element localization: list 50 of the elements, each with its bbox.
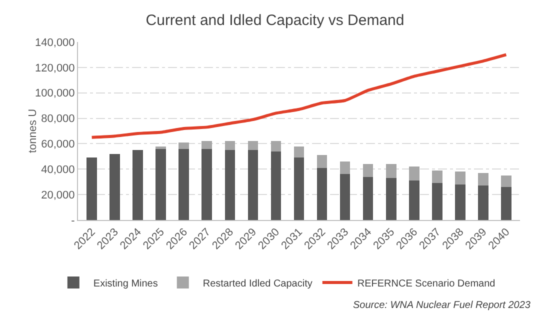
- y-tick-label: 80,000: [41, 113, 75, 126]
- legend-label: Restarted Idled Capacity: [202, 278, 312, 290]
- bar: [408, 180, 420, 220]
- bar: [386, 178, 396, 220]
- bar: [110, 154, 120, 220]
- bar: [432, 183, 442, 220]
- y-tick-label: 140,000: [35, 36, 75, 49]
- bar: [362, 164, 374, 177]
- bar: [362, 176, 374, 220]
- bar: [86, 158, 97, 220]
- bar: [501, 186, 512, 220]
- y-tick-label: 40,000: [41, 164, 75, 176]
- bar: [224, 141, 236, 150]
- bar: [316, 168, 328, 220]
- bar: [156, 146, 166, 149]
- y-tick-label: 20,000: [41, 189, 75, 202]
- line-series: [90, 53, 508, 139]
- bar: [178, 148, 190, 220]
- bar: [202, 141, 212, 149]
- bar: [270, 151, 282, 220]
- bar: [178, 142, 190, 149]
- y-tick-label: 60,000: [41, 138, 75, 151]
- y-tick-label: 100,000: [35, 88, 75, 100]
- bar: [224, 150, 236, 220]
- bar: [478, 186, 488, 220]
- bar: [340, 174, 350, 220]
- bar: [340, 162, 350, 174]
- bar: [454, 172, 466, 184]
- bar: [432, 170, 442, 184]
- bar: [408, 166, 420, 181]
- source-note: Source: WNA Nuclear Fuel Report 2023: [353, 300, 531, 311]
- bar: [270, 141, 282, 152]
- legend-label: REFERNCE Scenario Demand: [357, 278, 496, 290]
- bar: [248, 150, 258, 220]
- bar: [501, 176, 512, 187]
- y-tick-label: -: [71, 214, 76, 227]
- bar: [202, 148, 212, 220]
- chart-title: Current and Idled Capacity vs Demand: [146, 12, 404, 29]
- bar: [386, 164, 396, 178]
- bar: [294, 146, 304, 158]
- bar: [316, 155, 328, 168]
- bar: [454, 184, 466, 220]
- bar: [294, 158, 304, 220]
- y-tick-label: 120,000: [35, 62, 75, 74]
- bar: [248, 141, 258, 150]
- bar: [132, 150, 144, 220]
- bar: [156, 148, 166, 220]
- bar: [478, 172, 488, 186]
- legend-label: Existing Mines: [93, 278, 158, 290]
- y-axis-title: tonnes U: [27, 108, 40, 154]
